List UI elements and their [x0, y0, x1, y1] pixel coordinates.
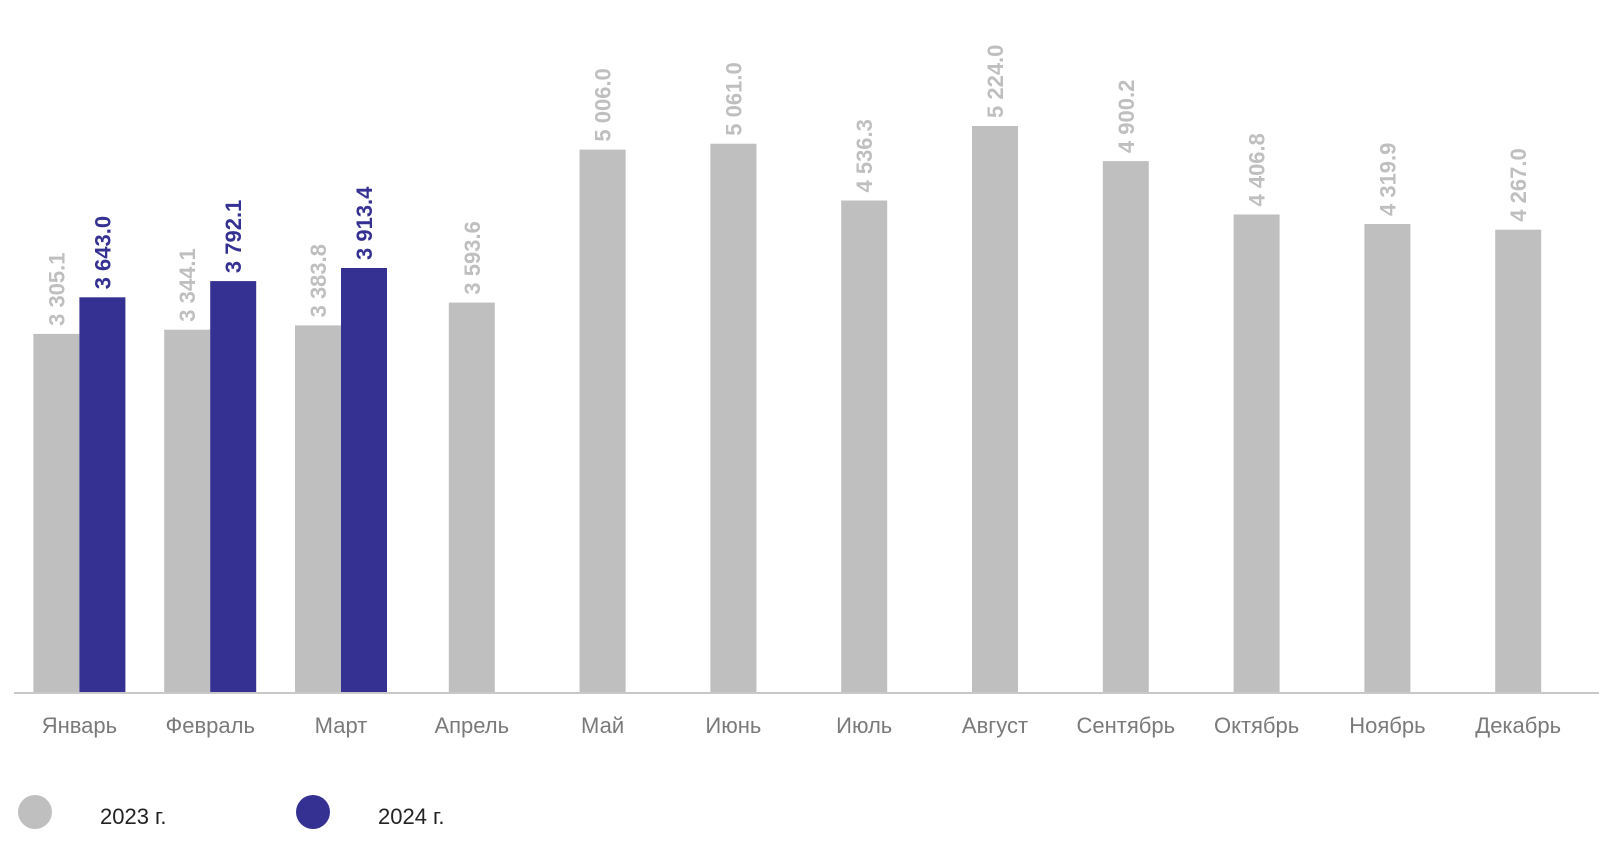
value-label-series1-3: 3 383.8: [306, 244, 331, 317]
category-label-10: Октябрь: [1214, 713, 1299, 738]
bar-series1-6: [710, 143, 757, 692]
category-label-4: Апрель: [434, 713, 509, 738]
bar-series1-11: [1364, 224, 1411, 692]
category-label-8: Август: [962, 713, 1028, 738]
bar-series1-8: [972, 126, 1018, 692]
category-label-9: Сентябрь: [1077, 713, 1176, 738]
value-labels-layer: 3 305.1 3 643.0 3 344.1 3 792.1 3 383.8 3 913…: [44, 45, 1531, 326]
value-label-series2-1: 3 643.0: [90, 216, 115, 289]
value-label-series1-7: 4 536.3: [852, 119, 877, 192]
category-label-12: Декабрь: [1475, 713, 1561, 738]
category-label-2: Февраль: [165, 713, 254, 738]
category-label-7: Июль: [836, 713, 892, 738]
legend-label-2: 2024 г.: [378, 804, 445, 829]
legend-marker-1: [18, 795, 52, 829]
value-label-series1-12: 4 267.0: [1506, 148, 1531, 221]
category-label-6: Июнь: [705, 713, 761, 738]
value-label-series1-11: 4 319.9: [1375, 143, 1400, 216]
bar-series2-1: [79, 297, 126, 692]
bar-series1-7: [841, 200, 888, 692]
bar-series1-2: [164, 329, 211, 692]
bar-series1-12: [1495, 229, 1542, 692]
bar-series1-10: [1233, 214, 1280, 692]
value-label-series1-2: 3 344.1: [175, 248, 200, 321]
value-label-series1-9: 4 900.2: [1114, 80, 1139, 153]
bar-series1-5: [579, 149, 626, 693]
category-label-1: Январь: [42, 713, 117, 738]
category-label-11: Ноябрь: [1349, 713, 1425, 738]
category-label-3: Март: [315, 713, 368, 738]
legend-marker-2: [296, 795, 330, 829]
value-label-series2-2: 3 792.1: [221, 200, 246, 273]
bars-layer: [33, 126, 1542, 693]
category-label-5: Май: [581, 713, 624, 738]
value-label-series1-8: 5 224.0: [983, 45, 1008, 118]
bar-series1-3: [295, 325, 341, 692]
bar-series1-1: [33, 333, 80, 692]
value-label-series1-10: 4 406.8: [1245, 133, 1270, 206]
bar-series1-9: [1102, 161, 1149, 693]
value-label-series2-3: 3 913.4: [352, 186, 377, 260]
bar-series2-3: [341, 268, 387, 692]
category-labels-layer: Январь Февраль Март Апрель Май Июнь Июль Август…: [42, 713, 1561, 738]
legend-label-1: 2023 г.: [100, 804, 167, 829]
value-label-series1-4: 3 593.6: [460, 221, 485, 294]
value-label-series1-1: 3 305.1: [44, 252, 69, 325]
legend: 2023 г. 2024 г.: [18, 795, 445, 829]
bar-series2-2: [210, 281, 257, 692]
bar-series1-4: [448, 302, 495, 692]
value-label-series1-5: 5 006.0: [591, 68, 616, 141]
value-label-series1-6: 5 061.0: [721, 62, 746, 135]
